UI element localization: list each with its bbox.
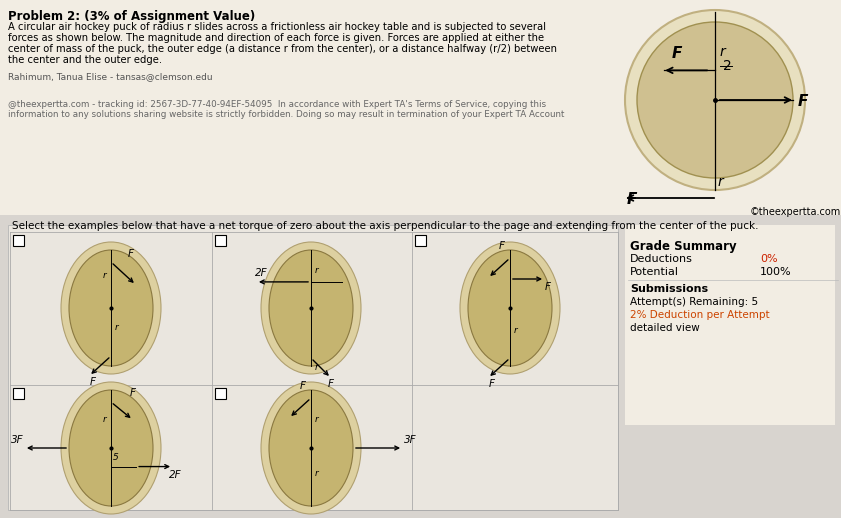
Text: r: r — [718, 175, 724, 189]
Text: F: F — [128, 249, 134, 259]
Text: F: F — [672, 46, 683, 61]
Text: A circular air hockey puck of radius r slides across a frictionless air hockey t: A circular air hockey puck of radius r s… — [8, 22, 546, 32]
Text: forces as shown below. The magnitude and direction of each force is given. Force: forces as shown below. The magnitude and… — [8, 33, 544, 43]
Text: Rahimum, Tanua Elise - tansas@clemson.edu: Rahimum, Tanua Elise - tansas@clemson.ed… — [8, 72, 213, 81]
Text: Problem 2: (3% of Assignment Value): Problem 2: (3% of Assignment Value) — [8, 10, 256, 23]
Text: r: r — [115, 323, 119, 332]
Bar — [215, 388, 226, 399]
Bar — [215, 235, 226, 246]
Bar — [13, 388, 24, 399]
Text: 2F: 2F — [255, 268, 267, 278]
Text: ©theexpertta.com: ©theexpertta.com — [750, 207, 841, 217]
Text: 2F: 2F — [169, 469, 182, 480]
Bar — [0, 0, 841, 215]
Circle shape — [637, 22, 793, 178]
Ellipse shape — [69, 250, 153, 366]
Text: center of mass of the puck, the outer edge (a distance r from the center), or a : center of mass of the puck, the outer ed… — [8, 44, 557, 54]
Ellipse shape — [269, 250, 353, 366]
Text: r: r — [315, 415, 319, 424]
Bar — [13, 235, 24, 246]
Text: Potential: Potential — [630, 267, 679, 277]
Text: information to any solutions sharing website is strictly forbidden. Doing so may: information to any solutions sharing web… — [8, 110, 564, 119]
Bar — [625, 225, 835, 425]
Ellipse shape — [460, 242, 560, 374]
Text: F: F — [130, 388, 136, 398]
Text: F: F — [90, 377, 96, 387]
Text: 2% Deduction per Attempt: 2% Deduction per Attempt — [630, 310, 770, 320]
Bar — [0, 215, 841, 518]
Text: F: F — [300, 381, 306, 391]
Text: @theexpertta.com - tracking id: 2567-3D-77-40-94EF-54095  In accordance with Exp: @theexpertta.com - tracking id: 2567-3D-… — [8, 100, 546, 109]
Ellipse shape — [261, 242, 361, 374]
Ellipse shape — [69, 390, 153, 506]
Text: r: r — [315, 363, 319, 372]
Circle shape — [625, 10, 805, 190]
Text: r: r — [720, 46, 726, 60]
Text: r: r — [514, 326, 518, 335]
Text: 0%: 0% — [760, 254, 778, 264]
Text: 2: 2 — [723, 60, 732, 74]
Text: Attempt(s) Remaining: 5: Attempt(s) Remaining: 5 — [630, 297, 758, 307]
Ellipse shape — [61, 242, 161, 374]
Text: r: r — [315, 266, 319, 275]
Text: 5: 5 — [114, 453, 119, 462]
Text: F: F — [627, 192, 637, 207]
Text: ': ' — [587, 227, 590, 240]
Text: detailed view: detailed view — [630, 323, 700, 333]
Text: F: F — [499, 241, 505, 251]
Ellipse shape — [261, 382, 361, 514]
Text: r: r — [315, 469, 319, 478]
Bar — [8, 225, 618, 510]
Text: F: F — [545, 282, 551, 292]
Text: F: F — [798, 94, 808, 109]
Text: Select the examples below that have a net torque of zero about the axis perpendi: Select the examples below that have a ne… — [12, 221, 759, 231]
Text: 3F: 3F — [404, 435, 416, 445]
Text: r: r — [103, 271, 107, 280]
Ellipse shape — [468, 250, 552, 366]
Text: F: F — [328, 379, 334, 389]
Text: Grade Summary: Grade Summary — [630, 240, 737, 253]
Bar — [415, 235, 426, 246]
Text: 100%: 100% — [760, 267, 791, 277]
Ellipse shape — [269, 390, 353, 506]
Text: r: r — [103, 415, 107, 424]
Ellipse shape — [61, 382, 161, 514]
Text: the center and the outer edge.: the center and the outer edge. — [8, 55, 162, 65]
Text: 3F: 3F — [11, 435, 24, 445]
Text: Deductions: Deductions — [630, 254, 693, 264]
Text: Submissions: Submissions — [630, 284, 708, 294]
Text: F: F — [489, 379, 495, 389]
